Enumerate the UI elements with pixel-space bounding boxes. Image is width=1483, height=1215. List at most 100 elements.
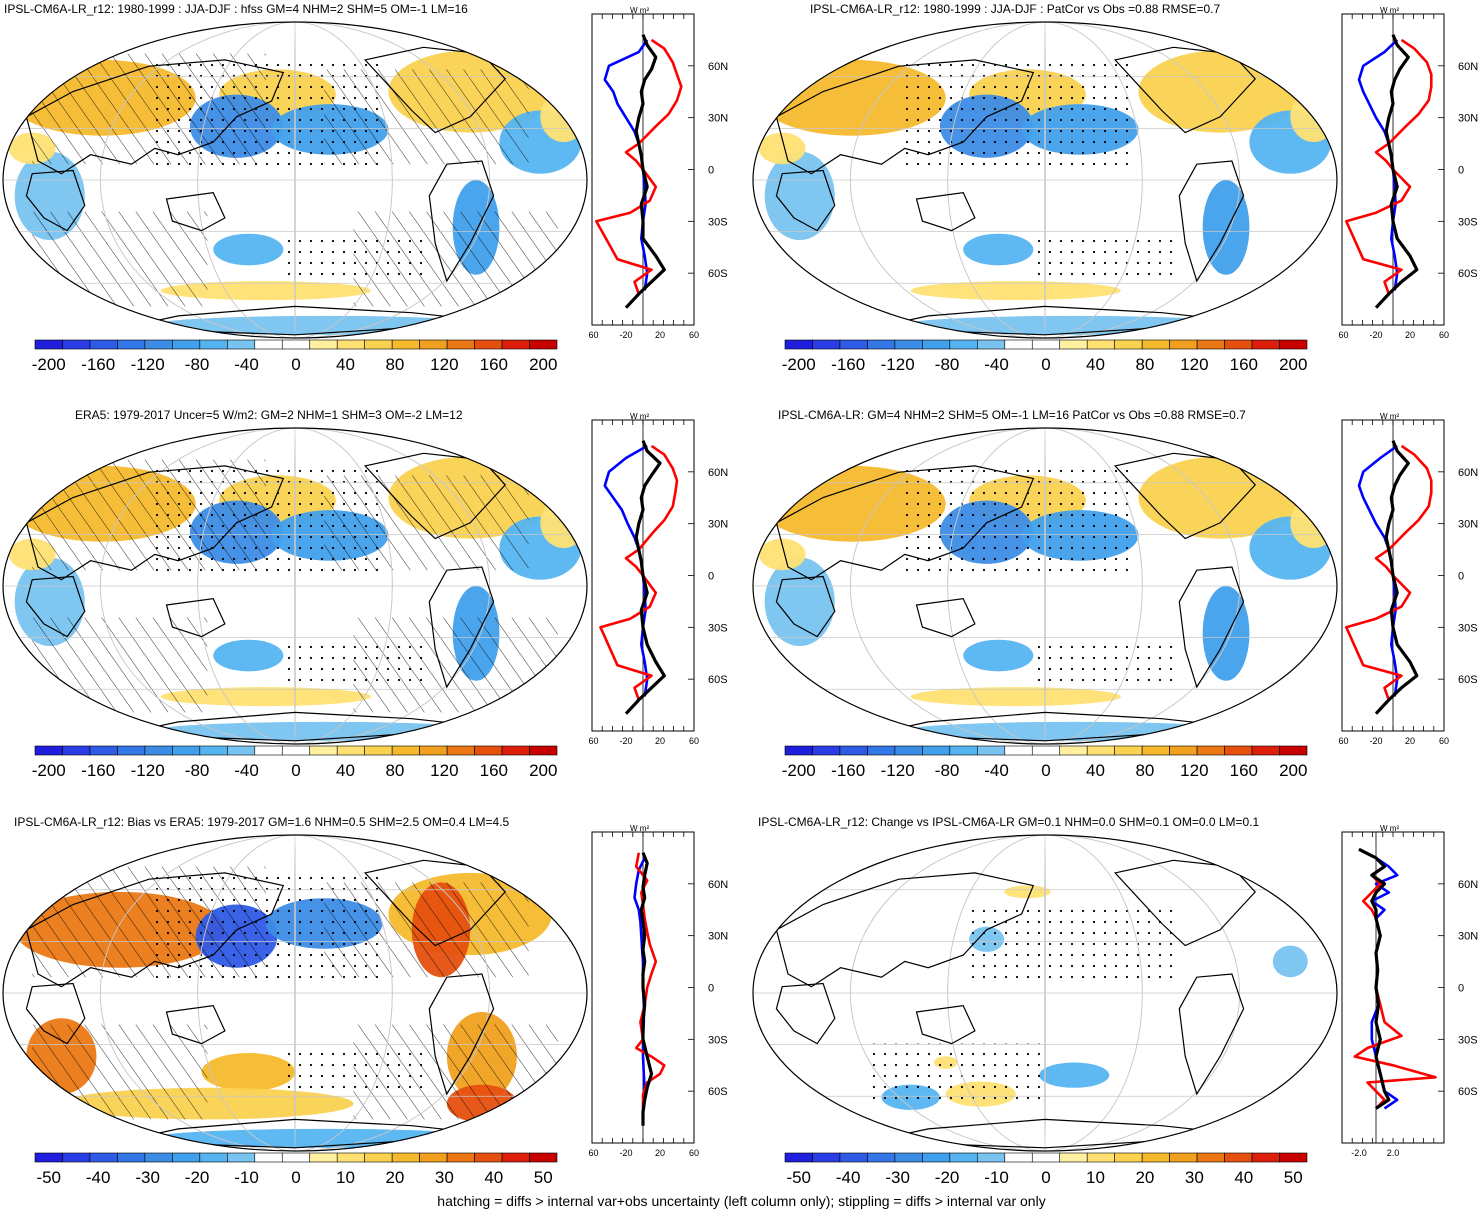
profile-ytick-label: 60N [708,467,728,479]
colorbar-label: 40 [336,355,355,374]
stippling [899,61,1177,283]
profile-ytick-label: 60S [1458,1086,1478,1098]
colorbar-swatch [336,1152,365,1163]
colorbar-label: 0 [291,355,300,374]
field-region [160,687,371,707]
profile-ytick-label: 60S [708,1086,728,1098]
colorbar-label: 20 [385,1168,404,1187]
profile-ytick-label: 60S [708,674,728,686]
panel-title: IPSL-CM6A-LR_r12: Change vs IPSL-CM6A-LR… [758,815,1260,829]
colorbar-label: -200 [782,355,816,374]
colorbar-swatch [336,745,365,756]
colorbar-label: 50 [534,1168,553,1187]
zonal-profile: W m² -60 -20 20 60 60N 30N 0 30S 60S [1338,412,1478,746]
field-region [758,538,806,571]
colorbar-label: -80 [185,355,210,374]
colorbar-label: -120 [881,761,915,780]
colorbar-label: 200 [529,355,557,374]
colorbar-swatch [1251,1152,1280,1163]
profile-xtick-label: 60 [1439,736,1449,746]
profile-unit: W m² [630,6,649,15]
colorbar-swatch [117,745,146,756]
colorbar-label: -40 [86,1168,111,1187]
colorbar-label: 40 [336,761,355,780]
profile-xtick-label: -20 [619,1148,632,1158]
profile-xtick-label: -2.0 [1351,1148,1367,1158]
colorbar-label: 10 [1086,1168,1105,1187]
zonal-profile: W m² -60 -20 20 60 60N 30N 0 30S 60S [588,412,728,746]
profile-xtick-label: -60 [588,736,599,746]
map-plot [752,21,1338,339]
colorbar-swatch [1086,745,1115,756]
colorbar-swatch [199,745,228,756]
colorbar-swatch [1169,1152,1198,1163]
profile-ytick-label: 60N [708,879,728,891]
colorbar-label: 80 [1135,355,1154,374]
map-plot [2,427,588,745]
field-region [213,639,284,672]
colorbar-swatch [172,339,201,350]
colorbar-label: -30 [885,1168,910,1187]
colorbar-swatch [922,745,951,756]
colorbar-swatch [949,1152,978,1163]
figure-caption: hatching = diffs > internal var+obs unce… [437,1193,1046,1209]
colorbar-label: -120 [131,761,165,780]
profile-ytick-label: 0 [708,983,714,995]
colorbar-swatch [172,1152,201,1163]
map-border [752,21,1338,339]
colorbar-swatch [839,1152,868,1163]
colorbar: -200 -160 -120 -80 -40 0 40 80 120 160 200 [782,339,1307,374]
profile-ytick-label: 30S [1458,1034,1478,1046]
colorbar-swatch [34,339,63,350]
field-region [1290,497,1337,549]
map-plot [752,834,1338,1152]
colorbar: -200 -160 -120 -80 -40 0 40 80 120 160 200 [32,745,557,780]
colorbar-swatch [199,1152,228,1163]
profile-xtick-label: 20 [655,330,665,340]
colorbar-swatch [894,745,923,756]
colorbar-label: -200 [32,761,66,780]
colorbar-label: 30 [435,1168,454,1187]
profile-xtick-label: -20 [619,330,632,340]
colorbar-swatch [1224,1152,1253,1163]
colorbar-label: -80 [935,761,960,780]
colorbar-label: -40 [984,761,1009,780]
profile-ytick-label: 0 [708,165,714,177]
colorbar-swatch [391,1152,420,1163]
colorbar-swatch [1004,339,1033,350]
colorbar: -200 -160 -120 -80 -40 0 40 80 120 160 200 [32,339,557,374]
colorbar-swatch [34,1152,63,1163]
colorbar-swatch [1169,745,1198,756]
colorbar-label: 160 [1230,761,1258,780]
colorbar-swatch [1004,745,1033,756]
colorbar-swatch [949,745,978,756]
graticule [753,428,1337,744]
colorbar-swatch [894,1152,923,1163]
field-region [1039,1062,1110,1088]
colorbar-swatch [894,339,923,350]
zonal-profile: W m² -60 -20 20 60 60N 30N 0 30S 60S [588,824,728,1158]
profile-xtick-label: 60 [689,736,699,746]
red-profile-line [599,444,679,701]
profile-ytick-label: 30N [708,519,728,531]
profile-xtick-label: -60 [1338,330,1349,340]
colorbar-swatch [419,1152,448,1163]
profile-ytick-label: 30N [1458,519,1478,531]
colorbar-swatch [501,745,530,756]
colorbar-swatch [281,745,311,756]
profile-ytick-label: 30S [708,622,728,634]
map-plot [752,427,1338,745]
colorbar-swatch [1196,745,1225,756]
colorbar-swatch [419,745,448,756]
field-region [758,132,806,165]
colorbar-swatch [89,1152,118,1163]
profile-unit: W m² [1380,6,1399,15]
profile-ytick-label: 30S [708,1034,728,1046]
profile-unit: W m² [630,824,649,833]
profile-ytick-label: 30N [1458,931,1478,943]
black-profile-line [1374,440,1419,715]
graticule [3,835,587,1151]
colorbar-label: -200 [32,355,66,374]
profile-ytick-label: 0 [1458,983,1464,995]
colorbar-swatch [922,1152,951,1163]
